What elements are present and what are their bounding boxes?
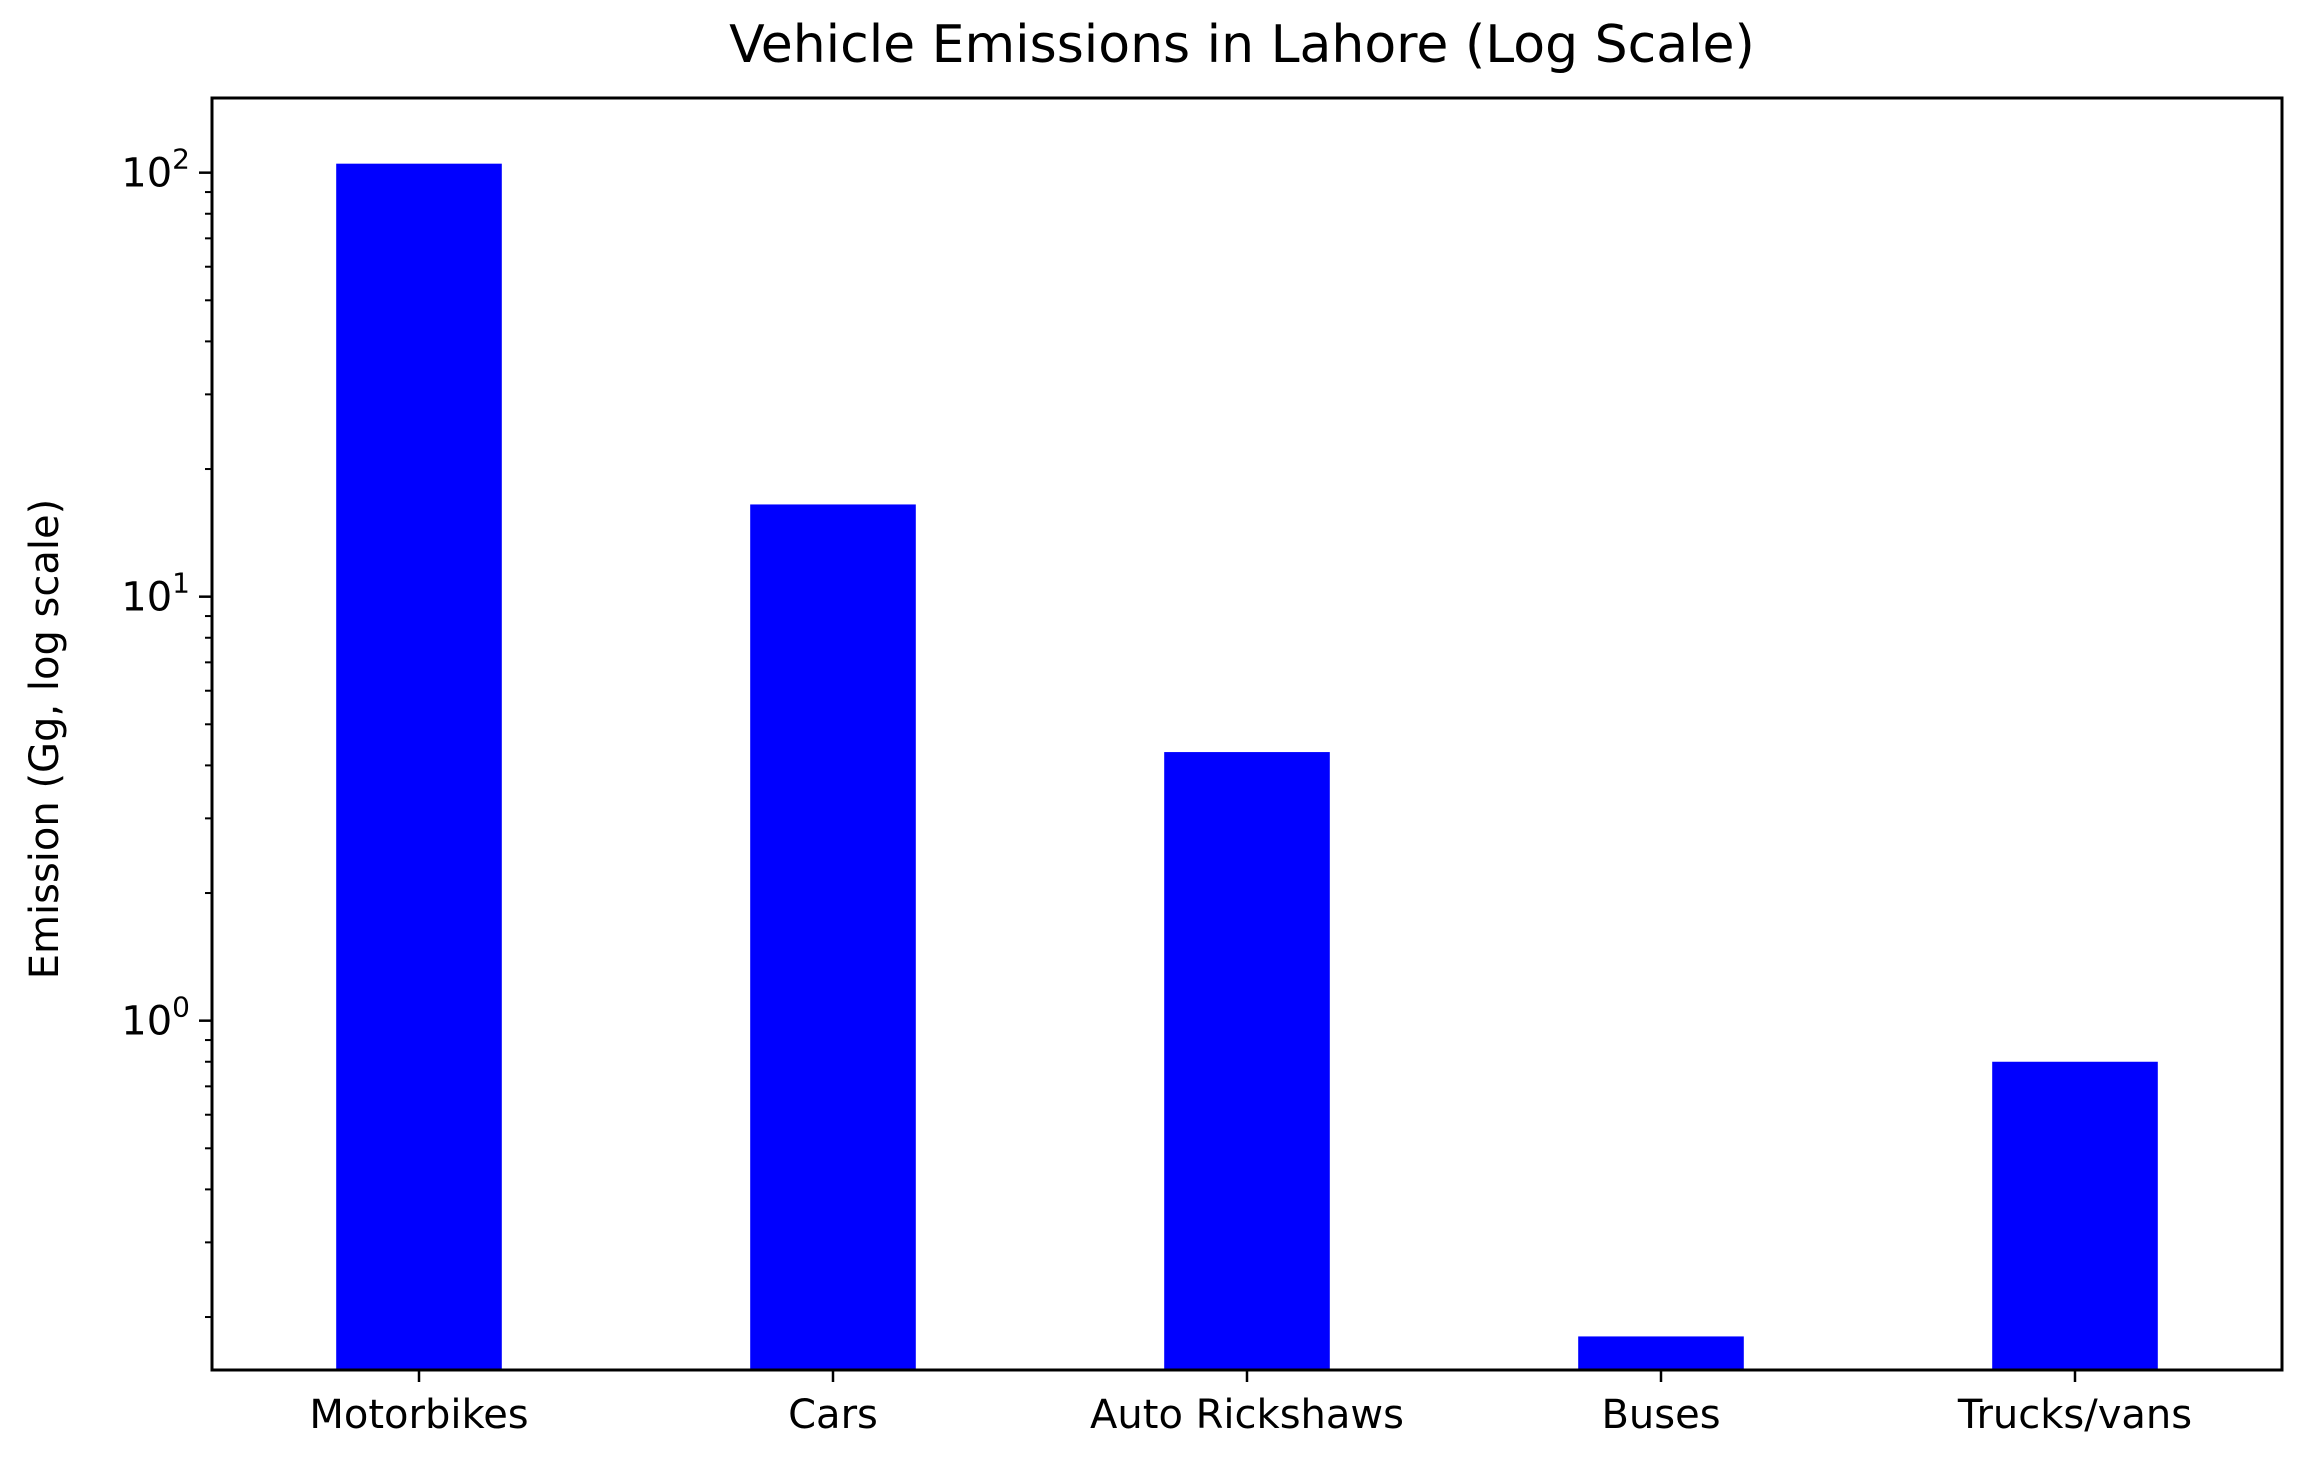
y-tick-label: 101 — [121, 567, 190, 621]
bars-group — [336, 163, 2158, 1371]
bar-auto-rickshaws — [1164, 752, 1330, 1370]
y-axis-ticks: 100 101 102 — [121, 143, 212, 1319]
y-tick-label: 102 — [121, 143, 190, 197]
x-tick-label: Trucks/vans — [1957, 1392, 2192, 1438]
x-axis-ticks: Motorbikes Cars Auto Rickshaws Buses Trucks/… — [309, 1370, 2192, 1438]
chart-title: Vehicle Emissions in Lahore (Log Scale) — [729, 15, 1755, 75]
x-tick-label: Auto Rickshaws — [1090, 1392, 1404, 1438]
bar-trucks-vans — [1992, 1061, 2158, 1370]
y-tick-label: 100 — [121, 991, 190, 1045]
plot-area-frame — [210, 96, 2284, 1372]
bar-motorbikes — [336, 163, 502, 1370]
x-tick-label: Motorbikes — [309, 1392, 528, 1438]
x-tick-label: Buses — [1601, 1392, 1720, 1438]
bar-cars — [750, 504, 916, 1371]
bar-buses — [1578, 1336, 1744, 1370]
x-tick-label: Cars — [788, 1392, 878, 1438]
y-axis-label: Emission (Gg, log scale) — [22, 499, 68, 979]
